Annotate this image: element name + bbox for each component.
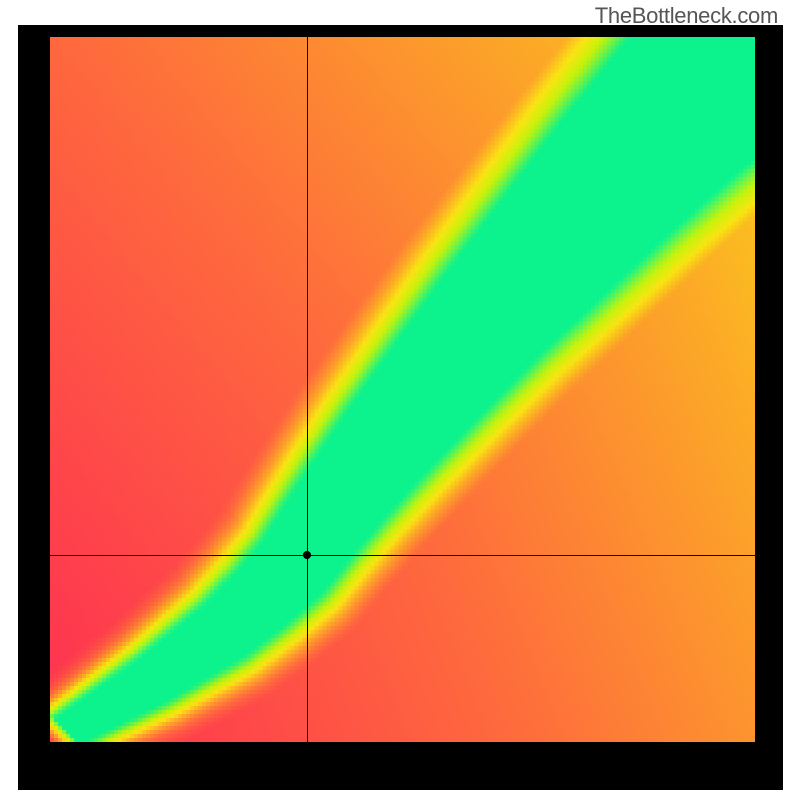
crosshair-horizontal bbox=[50, 555, 755, 556]
heatmap-canvas bbox=[50, 37, 755, 742]
crosshair-vertical bbox=[307, 37, 308, 742]
marker-dot bbox=[303, 551, 311, 559]
chart-container: TheBottleneck.com bbox=[0, 0, 800, 800]
watermark-text: TheBottleneck.com bbox=[595, 3, 778, 29]
heatmap-area bbox=[50, 37, 755, 742]
plot-frame bbox=[18, 25, 783, 790]
